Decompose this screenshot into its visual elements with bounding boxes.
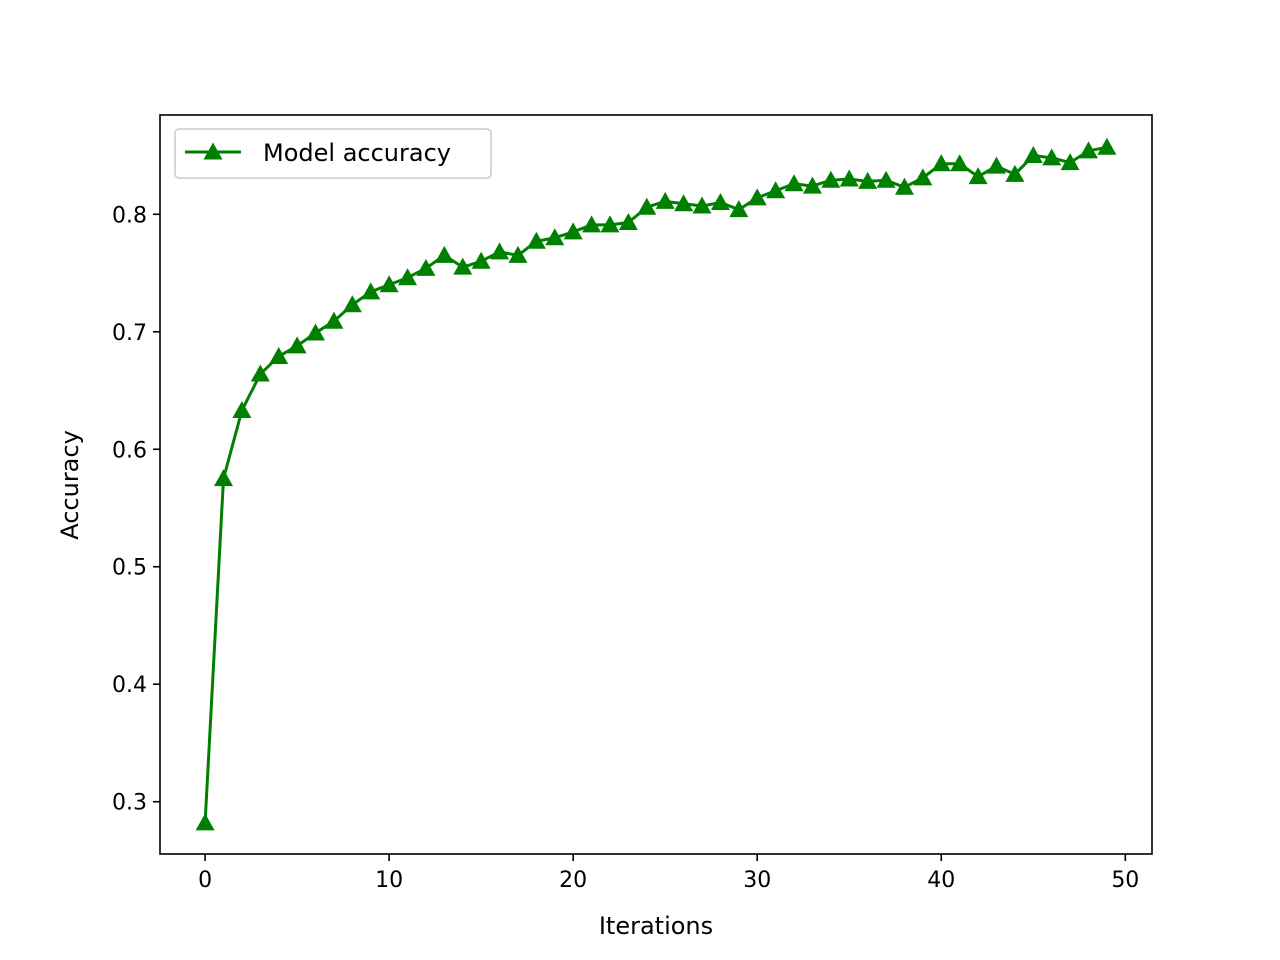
data-point-marker	[361, 282, 381, 300]
data-point-marker	[342, 295, 362, 313]
data-point-marker	[1042, 148, 1062, 166]
data-point-marker	[802, 176, 822, 194]
data-point-marker	[1097, 137, 1117, 155]
data-point-marker	[821, 170, 841, 188]
y-tick-label: 0.7	[112, 321, 147, 346]
data-point-marker	[913, 168, 933, 186]
legend-marker	[203, 142, 223, 160]
data-point-marker	[287, 336, 307, 354]
x-tick-label: 40	[927, 868, 955, 893]
x-tick-label: 10	[375, 868, 403, 893]
y-axis-label: Accuracy	[56, 430, 84, 540]
data-point-marker	[637, 197, 657, 215]
data-point-marker	[839, 169, 859, 187]
data-point-marker	[526, 231, 546, 249]
data-point-marker	[655, 191, 675, 209]
y-tick-label: 0.8	[112, 203, 147, 228]
data-point-marker	[729, 200, 749, 218]
data-point-marker	[306, 323, 326, 341]
x-tick-label: 50	[1111, 868, 1139, 893]
data-point-marker	[490, 242, 510, 260]
legend: Model accuracy	[174, 128, 492, 179]
data-point-marker	[950, 154, 970, 172]
x-tick-label: 0	[198, 868, 212, 893]
data-point-marker	[1005, 164, 1025, 182]
data-point-marker	[968, 167, 988, 185]
data-point-marker	[784, 174, 804, 192]
data-point-marker	[545, 228, 565, 246]
plot-frame	[159, 114, 1153, 855]
data-point-marker	[416, 258, 436, 276]
data-point-marker	[232, 400, 252, 418]
data-point-marker	[398, 268, 418, 286]
data-point-marker	[600, 215, 620, 233]
data-point-marker	[747, 188, 767, 206]
data-point-marker	[434, 245, 454, 263]
data-point-marker	[931, 154, 951, 172]
data-point-marker	[471, 251, 491, 269]
data-point-marker	[213, 469, 233, 487]
data-point-marker	[858, 171, 878, 189]
plot-area	[160, 115, 1152, 854]
data-point-marker	[582, 215, 602, 233]
data-point-marker	[710, 193, 730, 211]
data-point-marker	[1079, 141, 1099, 159]
data-point-marker	[453, 257, 473, 275]
x-axis-label: Iterations	[599, 912, 713, 940]
x-tick-label: 20	[559, 868, 587, 893]
data-point-marker	[894, 177, 914, 195]
data-point-marker	[1060, 153, 1080, 171]
data-point-marker	[379, 275, 399, 293]
ticks-layer: 0 10 20 30 40 50 0.3 0.4 0.5 0.6 0.7 0.8	[112, 203, 1139, 893]
data-point-marker	[1023, 146, 1043, 164]
y-tick-label: 0.5	[112, 556, 147, 581]
data-point-marker	[986, 156, 1006, 174]
data-point-marker	[876, 170, 896, 188]
data-point-marker	[563, 222, 583, 240]
data-point-marker	[674, 194, 694, 212]
series-layer	[195, 137, 1117, 831]
data-point-marker	[766, 181, 786, 199]
y-tick-label: 0.3	[112, 791, 147, 816]
data-point-marker	[618, 213, 638, 231]
data-point-marker	[324, 311, 344, 329]
data-point-marker	[508, 245, 528, 263]
legend-label: Model accuracy	[263, 139, 451, 167]
y-tick-label: 0.6	[112, 438, 147, 463]
data-point-marker	[195, 813, 215, 831]
legend-box	[174, 128, 492, 179]
data-point-marker	[250, 364, 270, 382]
y-tick-label: 0.4	[112, 673, 147, 698]
x-tick-label: 30	[743, 868, 771, 893]
data-point-marker	[692, 196, 712, 214]
data-point-marker	[269, 346, 289, 364]
